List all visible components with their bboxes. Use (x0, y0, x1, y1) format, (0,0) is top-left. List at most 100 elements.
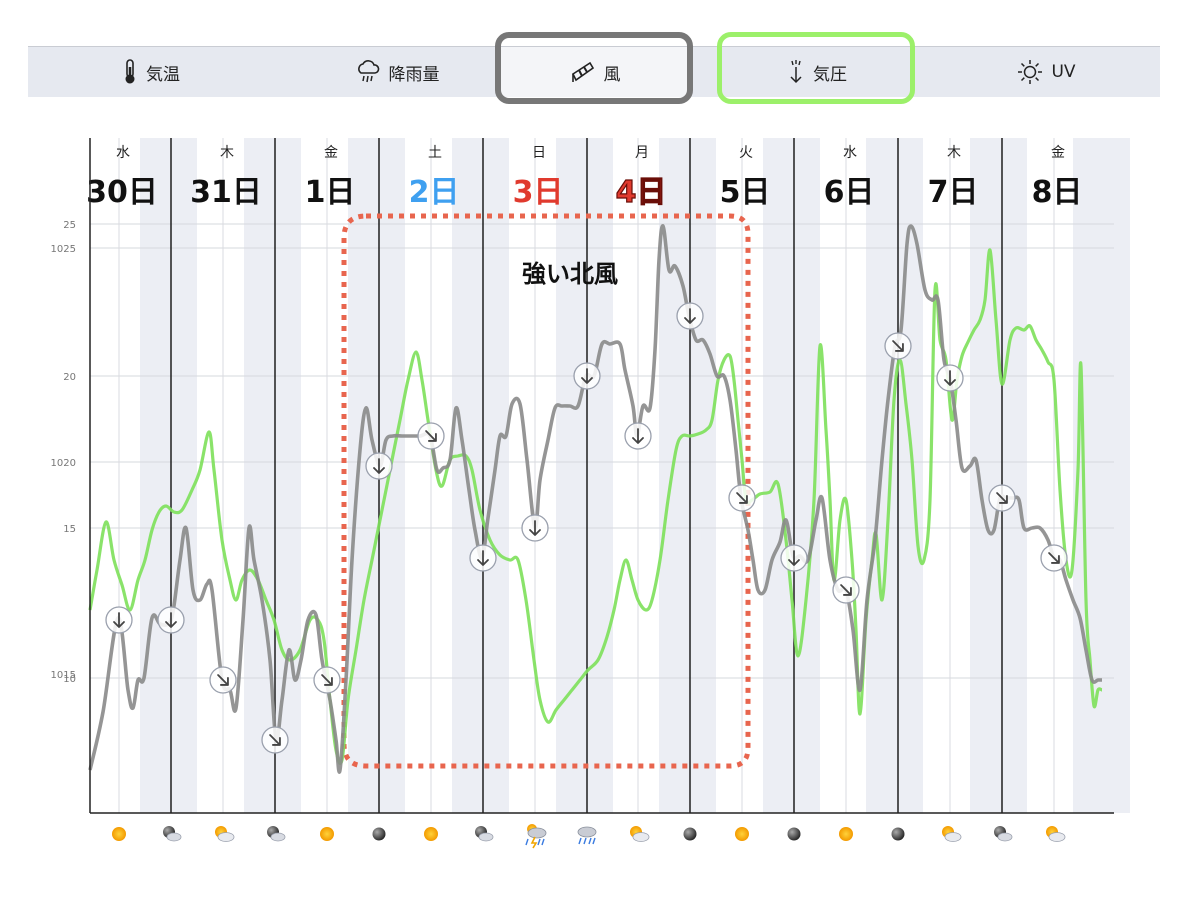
tab-wind[interactable]: 風 (500, 47, 690, 97)
wind-direction-marker (521, 514, 549, 542)
wind-arrow-shape (477, 550, 489, 566)
weekday-label: 金 (1051, 145, 1065, 161)
sun-disc (839, 827, 853, 841)
moon-icon (683, 827, 697, 841)
wind-arrow-shape (165, 612, 177, 628)
wind-direction-marker (832, 576, 860, 604)
wind-direction-marker (936, 364, 964, 392)
wind-arrow-icon (217, 674, 229, 686)
wind-arrow-icon (684, 308, 696, 324)
night-band-4 (556, 138, 613, 813)
tab-temperature[interactable]: 気温 (28, 47, 274, 97)
wind-arrow-shape (425, 430, 437, 442)
weekday-label: 金 (324, 145, 338, 161)
wind-arrow-icon (581, 368, 593, 384)
wind-direction-marker (365, 452, 393, 480)
wind-direction-marker (780, 544, 808, 572)
sun-disc (112, 827, 126, 841)
pressure-arrow-icon (790, 60, 802, 84)
weekday-label: 木 (947, 145, 961, 161)
sunny-icon (424, 827, 438, 841)
wind-arrow-icon (944, 370, 956, 386)
moon-disc (683, 827, 697, 841)
lightning-bolt (530, 836, 538, 849)
pressure-tick-label: 1025 (51, 244, 76, 255)
cloud-shape (632, 832, 650, 842)
wind-arrow-icon (788, 550, 800, 566)
wind-arrow-icon (996, 492, 1008, 504)
wind-arrow-shape (581, 368, 593, 384)
moon-icon (891, 827, 905, 841)
moon-disc (787, 827, 801, 841)
wind-arrow-shape (840, 584, 852, 596)
tab-wind-label: 風 (603, 64, 621, 85)
wind-arrow-icon (840, 584, 852, 596)
wind-direction-marker (624, 422, 652, 450)
partly-cloudy-icon (630, 826, 650, 842)
wind-arrow-icon (477, 550, 489, 566)
wind-direction-marker (313, 666, 341, 694)
date-label: 30日 (86, 175, 158, 210)
wind-arrow-shape (788, 550, 800, 566)
wind-arrow-icon (632, 428, 644, 444)
sunny-icon (320, 827, 334, 841)
partly-cloudy-icon (215, 826, 235, 842)
tab-pressure[interactable]: 気圧 (722, 47, 912, 97)
date-label: 2日 (409, 175, 460, 210)
date-label: 6日 (824, 175, 875, 210)
sunny-icon (839, 827, 853, 841)
tab-temperature-label: 気温 (146, 64, 180, 85)
wind-arrow-shape (892, 340, 904, 352)
wind-direction-marker (1040, 544, 1068, 572)
wind-arrow-shape (113, 612, 125, 628)
rain-drops (525, 838, 545, 846)
night-band-3 (452, 138, 509, 813)
wind-direction-marker (884, 332, 912, 360)
wind-arrow-icon (269, 734, 281, 746)
moon-disc (372, 827, 386, 841)
thunderstorm-icon (525, 824, 547, 849)
wind-arrow-icon (373, 458, 385, 474)
weekday-label: 日 (532, 145, 546, 161)
wind-arrow-shape (996, 492, 1008, 504)
wind-arrow-icon (736, 492, 748, 504)
weekday-label: 水 (843, 145, 857, 161)
tab-rainfall-label: 降雨量 (388, 64, 440, 85)
cloud-shape (1048, 832, 1066, 842)
wind-direction-marker (157, 606, 185, 634)
moon-disc (891, 827, 905, 841)
cloud-shape (577, 826, 597, 838)
date-label: 7日 (928, 175, 979, 210)
moon-icon (787, 827, 801, 841)
partly-cloudy-icon (1046, 826, 1066, 842)
date-label: 8日 (1032, 175, 1083, 210)
date-label: 4日 (616, 175, 667, 210)
cloud-shape (270, 832, 286, 842)
sun-disc (735, 827, 749, 841)
cloud-shape (527, 827, 547, 839)
sun-disc (320, 827, 334, 841)
rain-cloud-icon (357, 60, 379, 83)
wind-arrow-icon (892, 340, 904, 352)
weekday-label: 火 (739, 145, 753, 161)
wind-arrow-icon (425, 430, 437, 442)
night-band-6 (763, 138, 820, 813)
wind-arrow-shape (269, 734, 281, 746)
tab-uv-label: UV (1051, 62, 1076, 82)
windsock-icon (571, 61, 594, 82)
wind-arrow-shape (217, 674, 229, 686)
cloud-shape (217, 832, 235, 842)
night-cloud-icon (267, 826, 286, 842)
annotation-text: 強い北風 (522, 260, 618, 288)
wind-tick-label: 25 (63, 220, 76, 231)
date-label: 1日 (305, 175, 356, 210)
tab-uv[interactable]: UV (933, 47, 1160, 97)
weekday-label: 水 (116, 145, 130, 161)
tab-rainfall[interactable]: 降雨量 (274, 47, 520, 97)
sun-disc (424, 827, 438, 841)
night-cloud-icon (994, 826, 1013, 842)
tab-bar: 気温 降雨量 風 気圧 UV (28, 46, 1160, 97)
wind-arrow-icon (165, 612, 177, 628)
strong-north-wind-box (341, 213, 751, 769)
